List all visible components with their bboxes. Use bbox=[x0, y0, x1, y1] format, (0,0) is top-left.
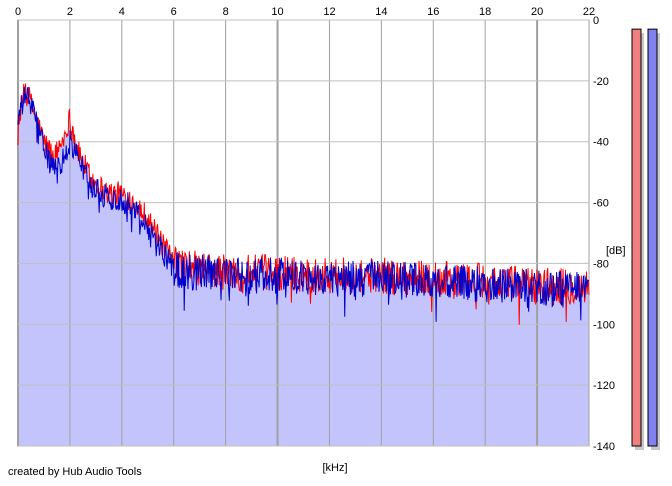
x-tick-label: 10 bbox=[271, 6, 283, 18]
y-tick-label: -20 bbox=[593, 76, 609, 88]
y-tick-label: -80 bbox=[593, 258, 609, 270]
x-tick-label: 18 bbox=[479, 6, 491, 18]
x-tick-label: 8 bbox=[223, 6, 229, 18]
x-tick-label: 14 bbox=[375, 6, 387, 18]
y-tick-label: -120 bbox=[593, 380, 615, 392]
x-tick-label: 4 bbox=[119, 6, 125, 18]
level-meter-1 bbox=[631, 28, 642, 447]
x-tick-label: 0 bbox=[15, 6, 21, 18]
spectrum-series-2 bbox=[17, 86, 590, 322]
y-tick-label: -60 bbox=[593, 198, 609, 210]
x-tick-label: 2 bbox=[67, 6, 73, 18]
x-tick-label: 12 bbox=[323, 6, 335, 18]
x-tick-label: 22 bbox=[583, 6, 595, 18]
x-axis-label: [kHz] bbox=[322, 462, 347, 474]
y-tick-label: -100 bbox=[593, 319, 615, 331]
y-tick-label: -40 bbox=[593, 137, 609, 149]
x-tick-label: 20 bbox=[531, 6, 543, 18]
x-tick-label: 6 bbox=[171, 6, 177, 18]
y-tick-label: 0 bbox=[593, 15, 599, 27]
level-meter-2 bbox=[647, 28, 658, 447]
credit-text: created by Hub Audio Tools bbox=[8, 466, 142, 478]
y-tick-label: -140 bbox=[593, 441, 615, 453]
x-tick-label: 16 bbox=[427, 6, 439, 18]
y-axis-label: [dB] bbox=[606, 245, 626, 257]
